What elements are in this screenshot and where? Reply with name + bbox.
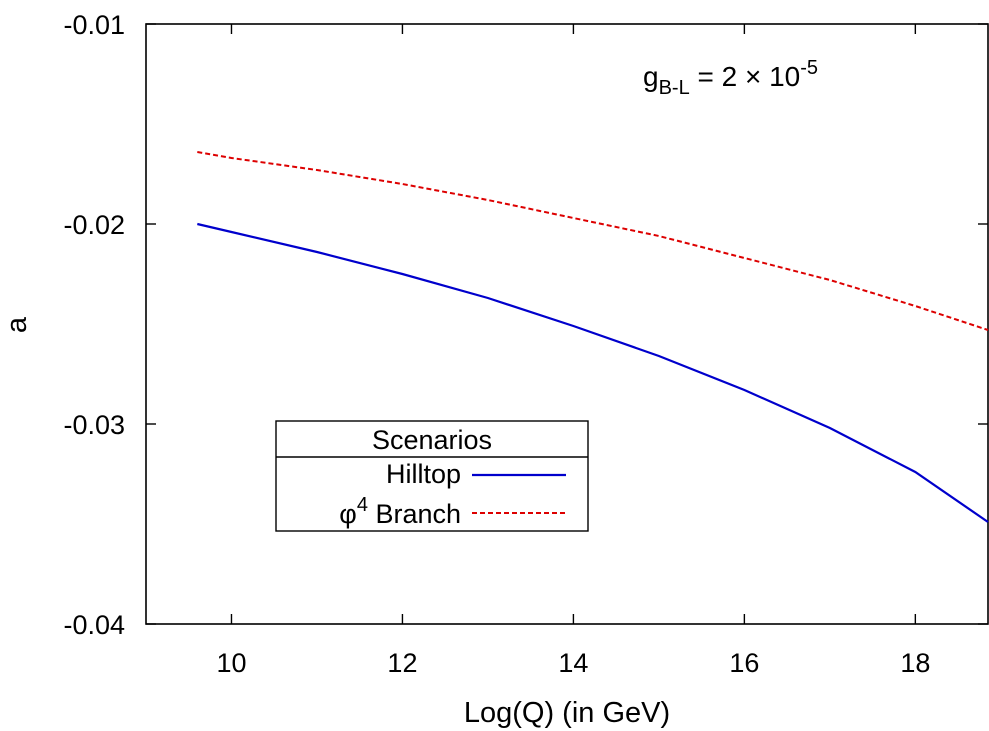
x-tick-label: 14: [558, 648, 588, 678]
plot-frame: [145, 23, 989, 625]
legend-label-phi4: φ4 Branch: [339, 494, 461, 529]
series-layer: [197, 151, 989, 523]
series-line-0: [197, 222, 989, 523]
annotation-middle: = 2 × 10: [690, 61, 801, 92]
x-axis-label: Log(Q) (in GeV): [464, 697, 670, 729]
annotation: gB-L = 2 × 10-5: [643, 57, 818, 99]
legend-phi-rest: Branch: [368, 499, 461, 529]
legend-label-hilltop: Hilltop: [386, 459, 461, 489]
legend-phi-symbol: φ: [339, 499, 357, 529]
legend-phi-superscript: 4: [357, 494, 368, 516]
x-tick-label: 10: [216, 648, 246, 678]
x-tick-label: 12: [387, 648, 417, 678]
x-tick-label: 18: [900, 648, 930, 678]
x-tick-label: 16: [729, 648, 759, 678]
axis-ticks: 10 12 14 16 18 -0.04 -0.03 -0.02 -0.01: [63, 10, 988, 678]
annotation-base: g: [643, 61, 659, 92]
y-axis-label: a: [1, 316, 33, 333]
legend: Scenarios Hilltop φ4 Branch: [275, 420, 589, 532]
y-tick-label: -0.03: [63, 410, 125, 440]
annotation-superscript: -5: [800, 57, 818, 79]
annotation-subscript: B-L: [659, 77, 690, 99]
y-tick-label: -0.01: [63, 10, 125, 40]
y-tick-label: -0.02: [63, 210, 125, 240]
series-line-1: [197, 151, 989, 331]
legend-title: Scenarios: [372, 425, 492, 455]
y-tick-label: -0.04: [63, 610, 125, 640]
